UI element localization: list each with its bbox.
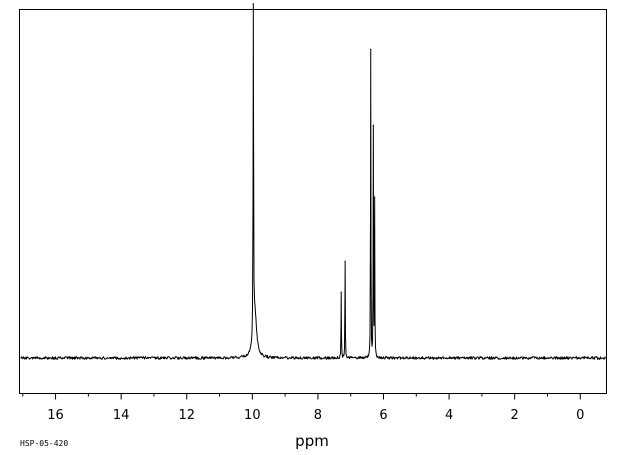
x-tick-label: 8 [314,408,322,423]
peak-point-5 [370,48,372,50]
peak-point-7 [374,196,376,198]
peak-point-6 [372,124,374,126]
plot-frame [19,9,607,394]
peak-point-3 [340,291,342,293]
peak-point-1 [252,3,254,5]
spectrum-code-label: HSP-05-420 [20,439,68,448]
spectrum-trace [20,3,606,360]
x-tick-label: 4 [445,408,453,423]
peak-marks [252,3,376,306]
x-tick-label: 0 [576,408,584,423]
x-axis: 16 14 12 10 8 6 4 2 0 [22,393,584,423]
x-tick-label: 2 [511,408,519,423]
x-tick-label: 12 [178,408,195,423]
x-tick-label: 16 [47,408,64,423]
peak-point-4 [344,260,346,262]
peak-point-2 [254,304,256,306]
x-tick-label: 6 [379,408,387,423]
x-tick-label: 14 [113,408,130,423]
x-tick-label: 10 [244,408,261,423]
x-axis-title: ppm [295,432,329,450]
